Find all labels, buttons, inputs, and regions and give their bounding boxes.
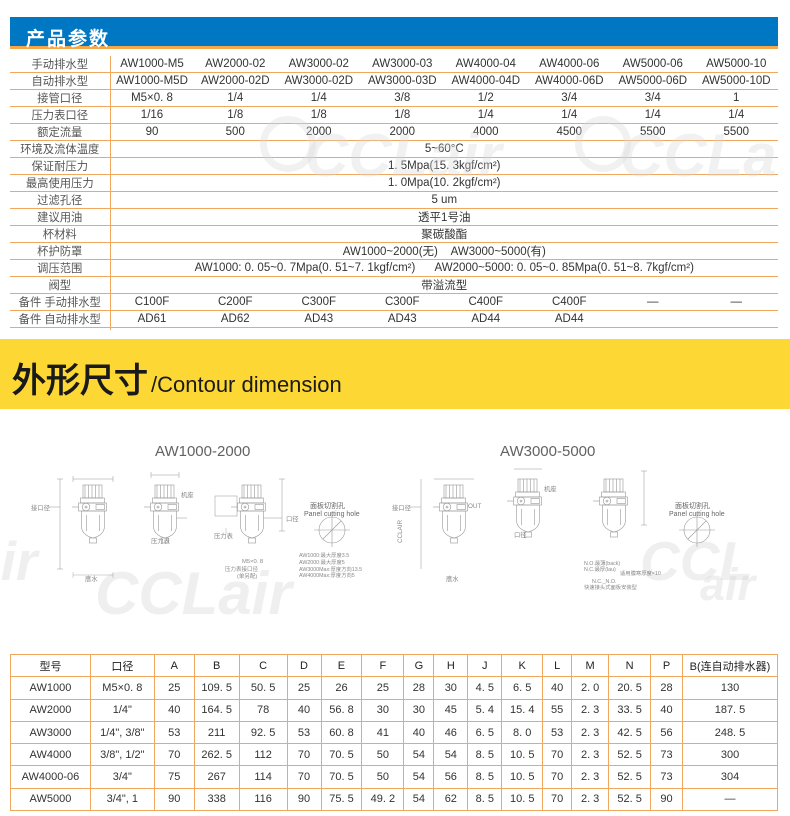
svg-text:Panel cutting hole: Panel cutting hole	[304, 511, 360, 518]
svg-text:AW3000Max:厚度方向13.5: AW3000Max:厚度方向13.5	[299, 565, 362, 573]
svg-text:面板切割孔: 面板切割孔	[675, 501, 710, 510]
svg-text:M5×0. 8: M5×0. 8	[242, 559, 263, 565]
svg-text:N.O.最薄(back): N.O.最薄(back)	[584, 559, 620, 567]
svg-text:压力表: 压力表	[151, 536, 171, 545]
svg-text:N.C.最厚(lau): N.C.最厚(lau)	[584, 566, 616, 573]
svg-text:噟水: 噟水	[85, 574, 98, 583]
svg-text:面板切割孔: 面板切割孔	[310, 501, 345, 510]
svg-text:(单另配): (单另配)	[237, 572, 257, 580]
svg-text:机座: 机座	[544, 484, 557, 493]
svg-text:AW2000:最大厚度5: AW2000:最大厚度5	[299, 558, 345, 566]
svg-text:快速接头式面板安装型: 快速接头式面板安装型	[584, 583, 638, 591]
svg-text:口径: 口径	[286, 514, 299, 523]
svg-text:AW1000:最大厚度3.5: AW1000:最大厚度3.5	[299, 551, 349, 559]
svg-text:接口径: 接口径	[392, 503, 412, 512]
svg-text:压力表接口径: 压力表接口径	[225, 565, 259, 573]
svg-text:口径: 口径	[514, 530, 527, 539]
svg-text:机座: 机座	[181, 490, 194, 499]
svg-text:接口径: 接口径	[31, 503, 51, 512]
svg-text:Panel cutting hole: Panel cutting hole	[669, 511, 725, 518]
svg-text:CCLAIR: CCLAIR	[397, 519, 404, 543]
svg-text:压力表: 压力表	[214, 531, 234, 540]
svg-text:AW4000Max:厚度方向5: AW4000Max:厚度方向5	[299, 571, 355, 579]
svg-text:OUT: OUT	[468, 503, 481, 510]
svg-text:适用膜寒厚度×10: 适用膜寒厚度×10	[620, 569, 661, 577]
svg-text:噟水: 噟水	[446, 574, 459, 583]
